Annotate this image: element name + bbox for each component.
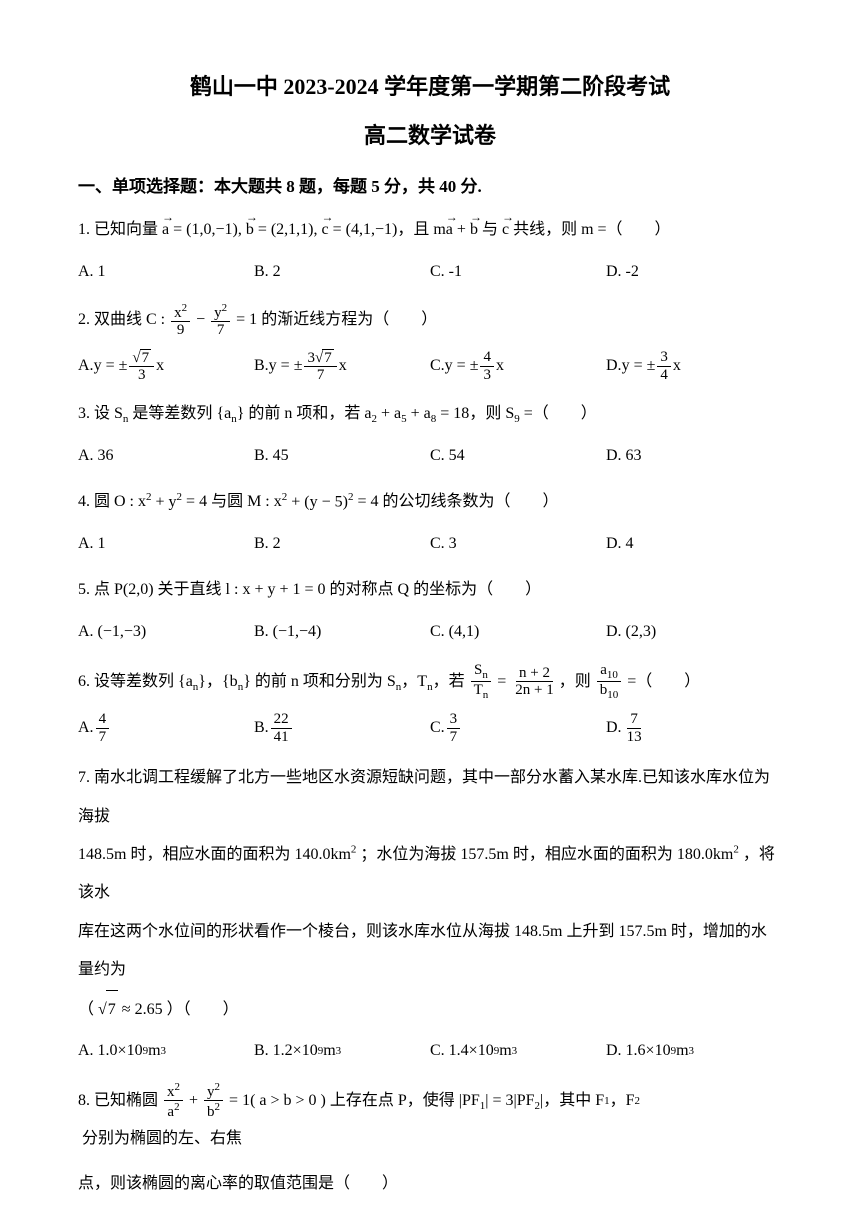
option-1d: D. -2: [606, 256, 782, 288]
question-5-options: A. (−1,−3) B. (−1,−4) C. (4,1) D. (2,3): [78, 616, 782, 648]
question-1-options: A. 1 B. 2 C. -1 D. -2: [78, 256, 782, 288]
option-6b: B. 2241: [254, 711, 430, 745]
question-5: 5. 点 P(2,0) 关于直线 l : x + y + 1 = 0 的对称点 …: [78, 574, 782, 648]
question-2-options: A. y = ± √73 x B. y = ± 3√77 x C. y = ± …: [78, 349, 782, 384]
section-1-header: 一、单项选择题：本大题共 8 题，每题 5 分，共 40 分.: [78, 174, 782, 200]
question-7-options: A. 1.0×109 m3 B. 1.2×109 m3 C. 1.4×109 m…: [78, 1035, 782, 1067]
option-2c: C. y = ± 43 x: [430, 349, 606, 384]
question-4-text: 4. 圆 O : x2 + y2 = 4 与圆 M : x2 + (y − 5)…: [78, 486, 782, 518]
option-2a: A. y = ± √73 x: [78, 349, 254, 384]
option-5a: A. (−1,−3): [78, 616, 254, 648]
exam-title-main: 鹤山一中 2023-2024 学年度第一学期第二阶段考试: [78, 70, 782, 103]
question-7: 7. 南水北调工程缓解了北方一些地区水资源短缺问题，其中一部分水蓄入某水库.已知…: [78, 759, 782, 1067]
question-5-text: 5. 点 P(2,0) 关于直线 l : x + y + 1 = 0 的对称点 …: [78, 574, 782, 606]
question-8-line2: 点，则该椭圆的离心率的取值范围是（ ）: [78, 1166, 782, 1201]
question-6: 6. 设等差数列 {an} ，{bn} 的前 n 项和分别为 Sn，Tn ，若 …: [78, 662, 782, 745]
question-1-text: 1. 已知向量 a = (1,0,−1), b = (2,1,1), c = (…: [78, 214, 782, 246]
option-7c: C. 1.4×109 m3: [430, 1035, 606, 1067]
question-4: 4. 圆 O : x2 + y2 = 4 与圆 M : x2 + (y − 5)…: [78, 486, 782, 560]
option-1b: B. 2: [254, 256, 430, 288]
question-7-text: 7. 南水北调工程缓解了北方一些地区水资源短缺问题，其中一部分水蓄入某水库.已知…: [78, 759, 782, 1029]
question-8: 8. 已知椭圆 x2a2 + y2b2 = 1( a > b > 0 ) 上存在…: [78, 1081, 782, 1201]
option-4b: B. 2: [254, 528, 430, 560]
option-3b: B. 45: [254, 440, 430, 472]
option-5c: C. (4,1): [430, 616, 606, 648]
option-5b: B. (−1,−4): [254, 616, 430, 648]
option-3a: A. 36: [78, 440, 254, 472]
question-2-text: 2. 双曲线 C : x29 − y27 = 1 的渐近线方程为（ ）: [78, 302, 782, 339]
question-4-options: A. 1 B. 2 C. 3 D. 4: [78, 528, 782, 560]
option-2d: D. y = ± 34 x: [606, 349, 782, 384]
exam-title-sub: 高二数学试卷: [78, 119, 782, 152]
option-4c: C. 3: [430, 528, 606, 560]
question-3-text: 3. 设 Sn 是等差数列 {an} 的前 n 项和，若 a2 + a5 + a…: [78, 398, 782, 430]
option-7a: A. 1.0×109 m3: [78, 1035, 254, 1067]
option-6d: D. 713: [606, 711, 782, 745]
option-7d: D. 1.6×109 m3: [606, 1035, 782, 1067]
option-6a: A. 47: [78, 711, 254, 745]
question-1: 1. 已知向量 a = (1,0,−1), b = (2,1,1), c = (…: [78, 214, 782, 288]
question-6-options: A. 47 B. 2241 C. 37 D. 713: [78, 711, 782, 745]
option-5d: D. (2,3): [606, 616, 782, 648]
option-3c: C. 54: [430, 440, 606, 472]
question-6-text: 6. 设等差数列 {an} ，{bn} 的前 n 项和分别为 Sn，Tn ，若 …: [78, 662, 782, 701]
option-2b: B. y = ± 3√77 x: [254, 349, 430, 384]
option-6c: C. 37: [430, 711, 606, 745]
option-3d: D. 63: [606, 440, 782, 472]
option-4d: D. 4: [606, 528, 782, 560]
option-4a: A. 1: [78, 528, 254, 560]
option-7b: B. 1.2×109 m3: [254, 1035, 430, 1067]
question-2: 2. 双曲线 C : x29 − y27 = 1 的渐近线方程为（ ） A. y…: [78, 302, 782, 384]
option-1a: A. 1: [78, 256, 254, 288]
question-3-options: A. 36 B. 45 C. 54 D. 63: [78, 440, 782, 472]
question-3: 3. 设 Sn 是等差数列 {an} 的前 n 项和，若 a2 + a5 + a…: [78, 398, 782, 472]
question-8-text: 8. 已知椭圆 x2a2 + y2b2 = 1( a > b > 0 ) 上存在…: [78, 1081, 782, 1156]
option-1c: C. -1: [430, 256, 606, 288]
